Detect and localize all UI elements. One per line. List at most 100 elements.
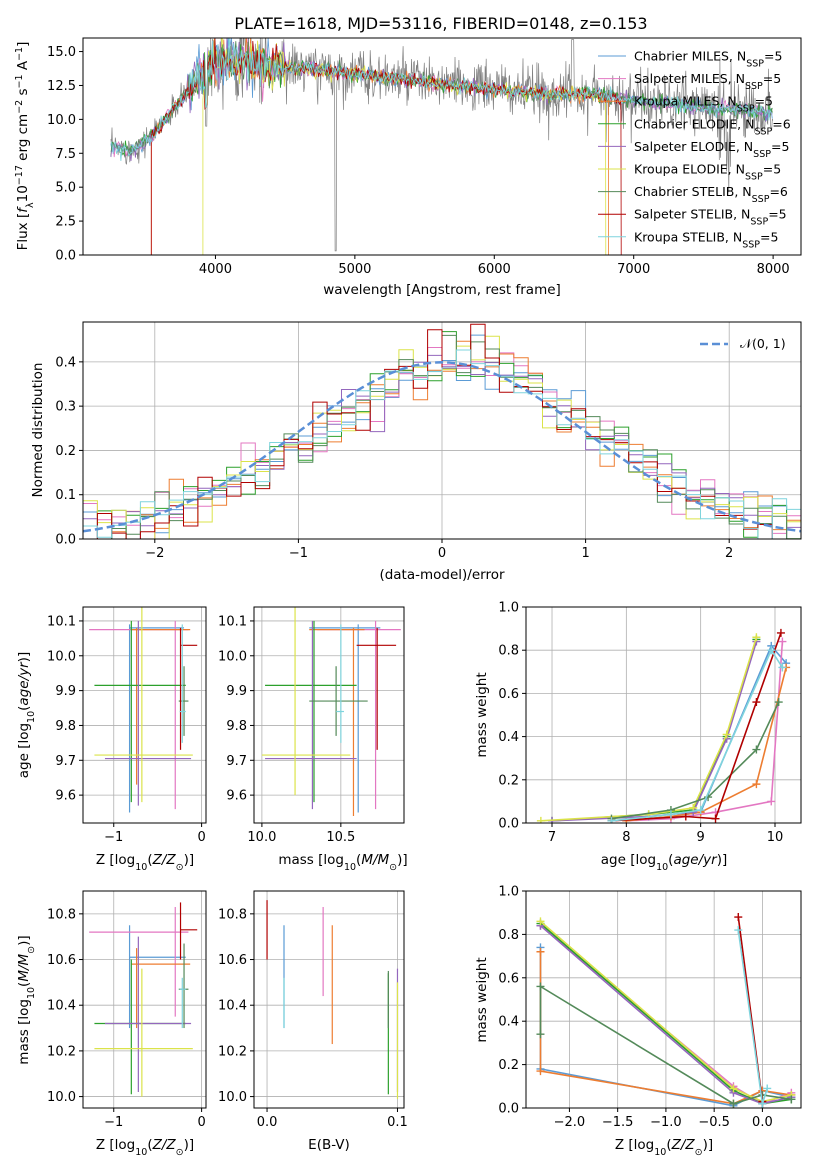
data-point bbox=[752, 745, 761, 754]
plot-age-vs-Z bbox=[89, 607, 198, 813]
x-tick-label: −1 bbox=[104, 1115, 123, 1130]
x-tick-label: 0 bbox=[438, 546, 446, 561]
x-tick-label: 9 bbox=[697, 830, 705, 845]
x-tick-label: −1.5 bbox=[602, 1115, 634, 1130]
x-tick-label: 7 bbox=[548, 830, 556, 845]
y-tick-label: 7.5 bbox=[55, 147, 76, 162]
y-tick-label: 0.3 bbox=[55, 400, 76, 415]
y-tick-label: 12.5 bbox=[47, 79, 76, 94]
data-point bbox=[752, 633, 761, 642]
y-axis-label: age [log10(age/yr)] bbox=[16, 652, 37, 778]
y-tick-label: 0.8 bbox=[498, 644, 519, 659]
x-axis-label: mass [log10(M/M⊙)] bbox=[278, 852, 407, 873]
model-spectrum bbox=[110, 38, 773, 162]
x-tick-label: 10 bbox=[767, 830, 784, 845]
y-axis-label: mass weight bbox=[474, 672, 490, 757]
series-line bbox=[611, 648, 784, 822]
axes-mass-vs-Z bbox=[83, 891, 206, 1108]
data-point bbox=[729, 1099, 738, 1108]
y-tick-label: 9.7 bbox=[55, 754, 76, 769]
y-tick-label: 10.8 bbox=[47, 907, 76, 922]
x-tick-label: 10.5 bbox=[326, 830, 355, 845]
y-axis-label: mass weight bbox=[474, 957, 490, 1042]
frame-spectrum: 4000 5000 6000 7000 8000 0.0 2.5 5.0 7.5 10.0 12.5… bbox=[47, 37, 802, 277]
legend-entry: Chabrier STELIB, NSSP=6 bbox=[634, 184, 788, 205]
y-tick-label: 0.2 bbox=[498, 773, 519, 788]
residual-histogram bbox=[83, 349, 801, 539]
legend-entry: Kroupa MILES, NSSP=5 bbox=[634, 94, 773, 115]
data-point bbox=[681, 812, 690, 821]
y-tick-label: 10.0 bbox=[47, 113, 76, 128]
residual-histogram bbox=[83, 331, 801, 539]
y-tick-label: 9.8 bbox=[226, 719, 247, 734]
normal-curve bbox=[83, 361, 801, 533]
data-point bbox=[536, 947, 545, 956]
y-tick-label: 0.6 bbox=[498, 971, 519, 986]
data-point bbox=[722, 730, 731, 739]
x-tick-label: 2 bbox=[725, 546, 733, 561]
data-point bbox=[767, 797, 776, 806]
plot-residuals bbox=[83, 323, 801, 539]
axes-mass-vs-ebv bbox=[254, 891, 404, 1108]
x-tick-label: −2 bbox=[145, 546, 164, 561]
y-tick-label: 10.0 bbox=[47, 649, 76, 664]
frame-age-vs-Z: −1 0 9.6 9.7 9.8 9.9 10.0 10.1 bbox=[47, 606, 207, 845]
axes-frame bbox=[82, 890, 207, 1109]
series-line bbox=[551, 641, 758, 822]
x-tick-label: 0.1 bbox=[387, 1115, 408, 1130]
y-tick-label: 9.6 bbox=[226, 789, 247, 804]
axes-frame bbox=[525, 890, 802, 1109]
x-axis-label: (data-model)/error bbox=[379, 567, 505, 583]
frame-mass-vs-ebv: 0.0 0.1 10.0 10.2 10.4 10.6 10.8 bbox=[218, 890, 408, 1130]
x-tick-label: 10.0 bbox=[247, 830, 276, 845]
y-tick-label: 0.1 bbox=[55, 488, 76, 503]
model-spectrum bbox=[150, 38, 622, 255]
data-point bbox=[778, 663, 787, 672]
y-tick-label: 9.7 bbox=[226, 754, 247, 769]
data-point bbox=[536, 917, 545, 926]
x-axis-label: wavelength [Angstrom, rest frame] bbox=[323, 282, 561, 298]
x-tick-label: 5000 bbox=[338, 262, 371, 277]
x-tick-label: 0.0 bbox=[257, 1115, 278, 1130]
x-tick-label: 6000 bbox=[478, 262, 511, 277]
y-tick-label: 10.2 bbox=[47, 1044, 76, 1059]
data-point bbox=[776, 628, 785, 637]
y-tick-label: 9.9 bbox=[55, 684, 76, 699]
data-point bbox=[711, 814, 720, 823]
y-axis-label: Flux [fλ10−17 erg cm−2 s−1 A−1] bbox=[14, 42, 36, 251]
axes-frame bbox=[253, 890, 405, 1109]
x-tick-label: 8 bbox=[622, 830, 630, 845]
series-line bbox=[539, 922, 792, 1105]
y-tick-label: 10.4 bbox=[47, 999, 76, 1014]
y-tick-label: 10.4 bbox=[218, 999, 247, 1014]
y-axis-label: mass [log10(M/M⊙)] bbox=[16, 935, 37, 1064]
y-tick-label: 10.1 bbox=[218, 614, 247, 629]
y-tick-label: 0.4 bbox=[55, 355, 76, 370]
y-tick-label: 0.4 bbox=[498, 1015, 519, 1030]
y-tick-label: 0.8 bbox=[498, 928, 519, 943]
x-axis-label: E(B-V) bbox=[308, 1137, 350, 1153]
frame-residuals: −2 −1 0 1 2 0.0 0.1 0.2 0.3 0.4 bbox=[55, 321, 802, 561]
data-point bbox=[758, 1099, 767, 1108]
x-tick-label: −1 bbox=[104, 830, 123, 845]
x-axis-label: Z [log10(Z/Z⊙)] bbox=[615, 1137, 713, 1158]
legend-entry: Chabrier MILES, NSSP=5 bbox=[634, 49, 782, 70]
series-line bbox=[611, 701, 780, 820]
y-tick-label: 9.6 bbox=[55, 789, 76, 804]
legend-entry: Chabrier ELODIE, NSSP=6 bbox=[634, 116, 791, 137]
data-point bbox=[734, 926, 743, 935]
y-tick-label: 5.0 bbox=[55, 181, 76, 196]
y-tick-label: 10.8 bbox=[218, 907, 247, 922]
data-point bbox=[729, 1084, 738, 1093]
residual-histogram bbox=[83, 323, 801, 539]
data-point bbox=[767, 646, 776, 655]
data-point bbox=[763, 1084, 772, 1093]
y-tick-label: 1.0 bbox=[498, 601, 519, 616]
x-tick-label: 0 bbox=[197, 830, 205, 845]
y-tick-label: 0.6 bbox=[498, 687, 519, 702]
y-tick-label: 0.0 bbox=[55, 249, 76, 264]
legend-entry: 𝒩(0, 1) bbox=[740, 336, 786, 351]
legend-entry: Salpeter STELIB, NSSP=5 bbox=[634, 207, 787, 228]
data-point bbox=[696, 806, 705, 815]
